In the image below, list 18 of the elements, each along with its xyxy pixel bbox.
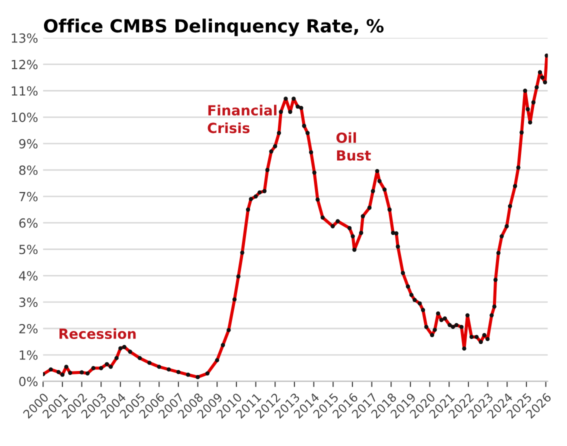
y-tick-label: 11%: [12, 86, 38, 96]
y-tick-label: 3%: [19, 298, 38, 308]
y-tick-label: 10%: [12, 112, 38, 122]
annotation: Financial Crisis: [208, 104, 276, 134]
y-tick-label: 2%: [19, 324, 38, 334]
y-tick-label: 6%: [19, 218, 38, 228]
chart-title: Office CMBS Delinquency Rate, %: [44, 18, 384, 36]
y-tick-label: 8%: [19, 165, 38, 175]
y-tick-label: 5%: [19, 244, 38, 254]
annotation: Recession: [60, 328, 136, 339]
y-tick-label: 1%: [20, 350, 38, 360]
y-tick-label: 9%: [19, 139, 38, 149]
y-tick-label: 7%: [19, 192, 38, 202]
y-tick-label: 0%: [19, 376, 38, 386]
y-tick-label: 13%: [12, 33, 38, 43]
y-tick-label: 4%: [19, 271, 38, 281]
annotation: Oil Bust: [336, 132, 371, 161]
y-tick-label: 12%: [12, 60, 38, 70]
